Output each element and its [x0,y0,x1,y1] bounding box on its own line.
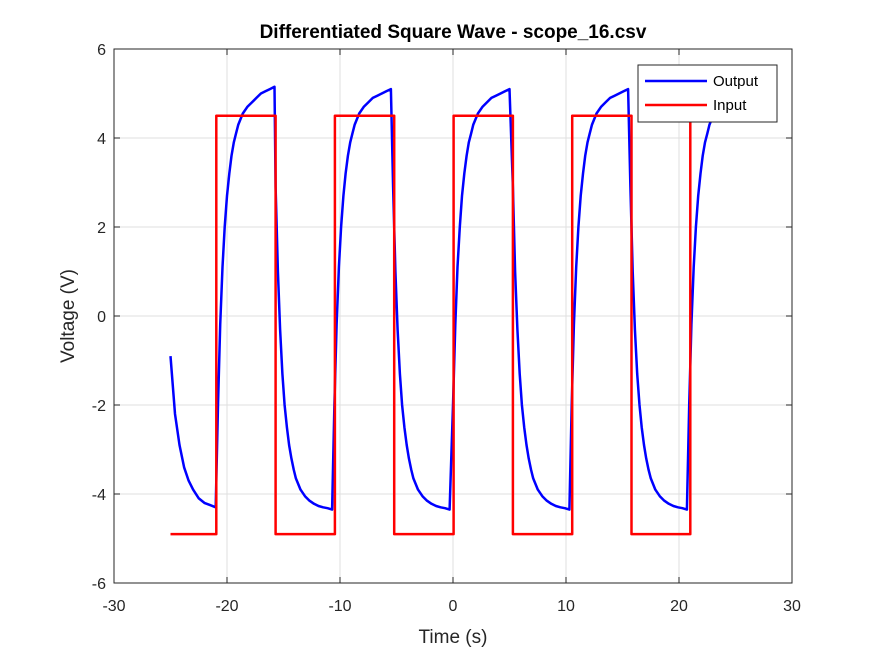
x-tick-label: 10 [557,598,575,615]
y-tick-label: 2 [97,220,106,237]
series-layer [169,85,720,536]
legend-label-output: Output [713,73,759,90]
x-tick-label: -10 [328,598,351,615]
x-tick-label: 0 [449,598,458,615]
y-tick-label: 0 [97,309,106,326]
legend-box [637,64,778,123]
x-tick-label: -30 [102,598,125,615]
y-tick-label: 6 [97,42,106,59]
chart-title: Differentiated Square Wave - scope_16.cs… [260,22,647,43]
x-tick-label: 20 [670,598,688,615]
y-tick-label: 4 [97,131,106,148]
x-axis-label: Time (s) [419,627,488,648]
y-tick-label: -2 [92,398,106,415]
x-tick-label: -20 [215,598,238,615]
legend: Output Input [637,64,778,123]
y-tick-label: -6 [92,576,106,593]
x-tick-label: 30 [783,598,801,615]
legend-label-input: Input [713,97,747,114]
y-axis-label: Voltage (V) [58,269,79,363]
series-line-input [170,114,719,536]
y-tick-label: -4 [92,487,106,504]
